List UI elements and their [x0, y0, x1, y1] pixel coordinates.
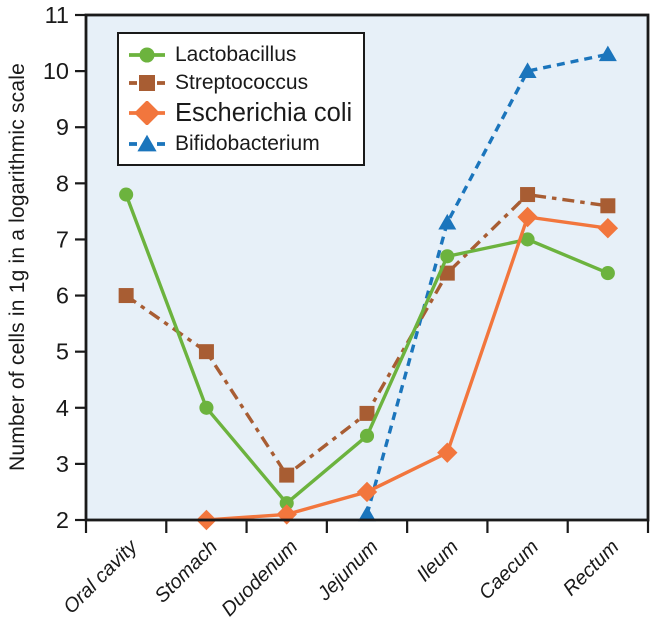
x-tick-label: Rectum — [559, 536, 623, 600]
y-tick-label: 6 — [56, 283, 69, 309]
y-tick-label: 8 — [56, 170, 69, 196]
data-point-marker — [437, 442, 458, 463]
y-tick-label: 11 — [45, 2, 69, 28]
data-point-marker — [359, 405, 375, 421]
data-point-marker — [198, 344, 214, 360]
legend-marker — [137, 134, 157, 151]
legend-label: Streptococcus — [175, 71, 309, 94]
legend-item-escherichia-coli: Escherichia coli — [129, 97, 352, 129]
legend-marker — [139, 74, 155, 91]
y-tick-label: 4 — [56, 395, 69, 421]
data-point-marker — [518, 62, 537, 79]
data-point-marker — [600, 266, 615, 281]
legend-sample-triangle-icon — [129, 134, 165, 151]
y-axis-title: Number of cells in 1g in a logarithmic s… — [6, 63, 29, 472]
legend-item-lactobacillus: Lactobacillus — [129, 41, 352, 68]
series-lactobacillus — [119, 187, 615, 511]
x-tick-label: Duodenum — [218, 536, 303, 621]
x-tick-label: Jejunum — [313, 536, 383, 606]
data-point-marker — [356, 481, 378, 503]
data-point-marker — [358, 505, 376, 522]
data-point-marker — [279, 467, 295, 483]
data-point-marker — [598, 45, 617, 62]
legend-item-bifidobacterium: Bifidobacterium — [129, 130, 352, 157]
legend-sample-diamond-icon — [129, 101, 165, 125]
plot-frame — [84, 13, 650, 522]
legend-sample-square-icon — [129, 74, 165, 91]
y-tick-label: 3 — [56, 451, 69, 477]
y-tick-label: 2 — [56, 507, 69, 533]
y-tick-label: 10 — [43, 58, 69, 84]
data-point-marker — [597, 218, 619, 239]
chart-legend: Lactobacillus Streptococcus Escherichia … — [117, 32, 366, 166]
data-point-marker — [520, 232, 535, 247]
data-point-marker — [359, 428, 375, 443]
x-tick-label: Caecum — [475, 536, 543, 604]
x-tick-label: Ileum — [413, 536, 463, 586]
legend-sample-circle-icon — [129, 46, 165, 63]
data-point-marker — [600, 198, 616, 214]
legend-marker — [139, 46, 155, 63]
data-point-marker — [279, 496, 294, 511]
x-tick-label: Stomach — [151, 536, 222, 607]
data-point-marker — [199, 400, 214, 415]
series-line — [206, 215, 609, 522]
y-tick-label: 5 — [56, 339, 69, 365]
data-point-marker — [440, 249, 455, 264]
legend-marker — [134, 101, 160, 125]
data-point-marker — [118, 288, 134, 304]
data-point-marker — [119, 187, 134, 202]
legend-label: Lactobacillus — [175, 43, 297, 66]
data-point-marker — [439, 265, 455, 281]
legend-label: Bifidobacterium — [175, 132, 320, 155]
legend-label: Escherichia coli — [175, 99, 353, 127]
data-point-marker — [438, 213, 457, 230]
series-bifidobacterium — [358, 45, 617, 522]
series-streptococcus — [118, 187, 616, 483]
legend-item-streptococcus: Streptococcus — [129, 69, 352, 96]
data-point-marker — [520, 187, 536, 203]
x-tick-label: Oral cavity — [59, 535, 142, 618]
y-tick-label: 9 — [56, 114, 69, 140]
data-point-marker — [517, 206, 538, 228]
y-tick-label: 7 — [56, 226, 69, 252]
